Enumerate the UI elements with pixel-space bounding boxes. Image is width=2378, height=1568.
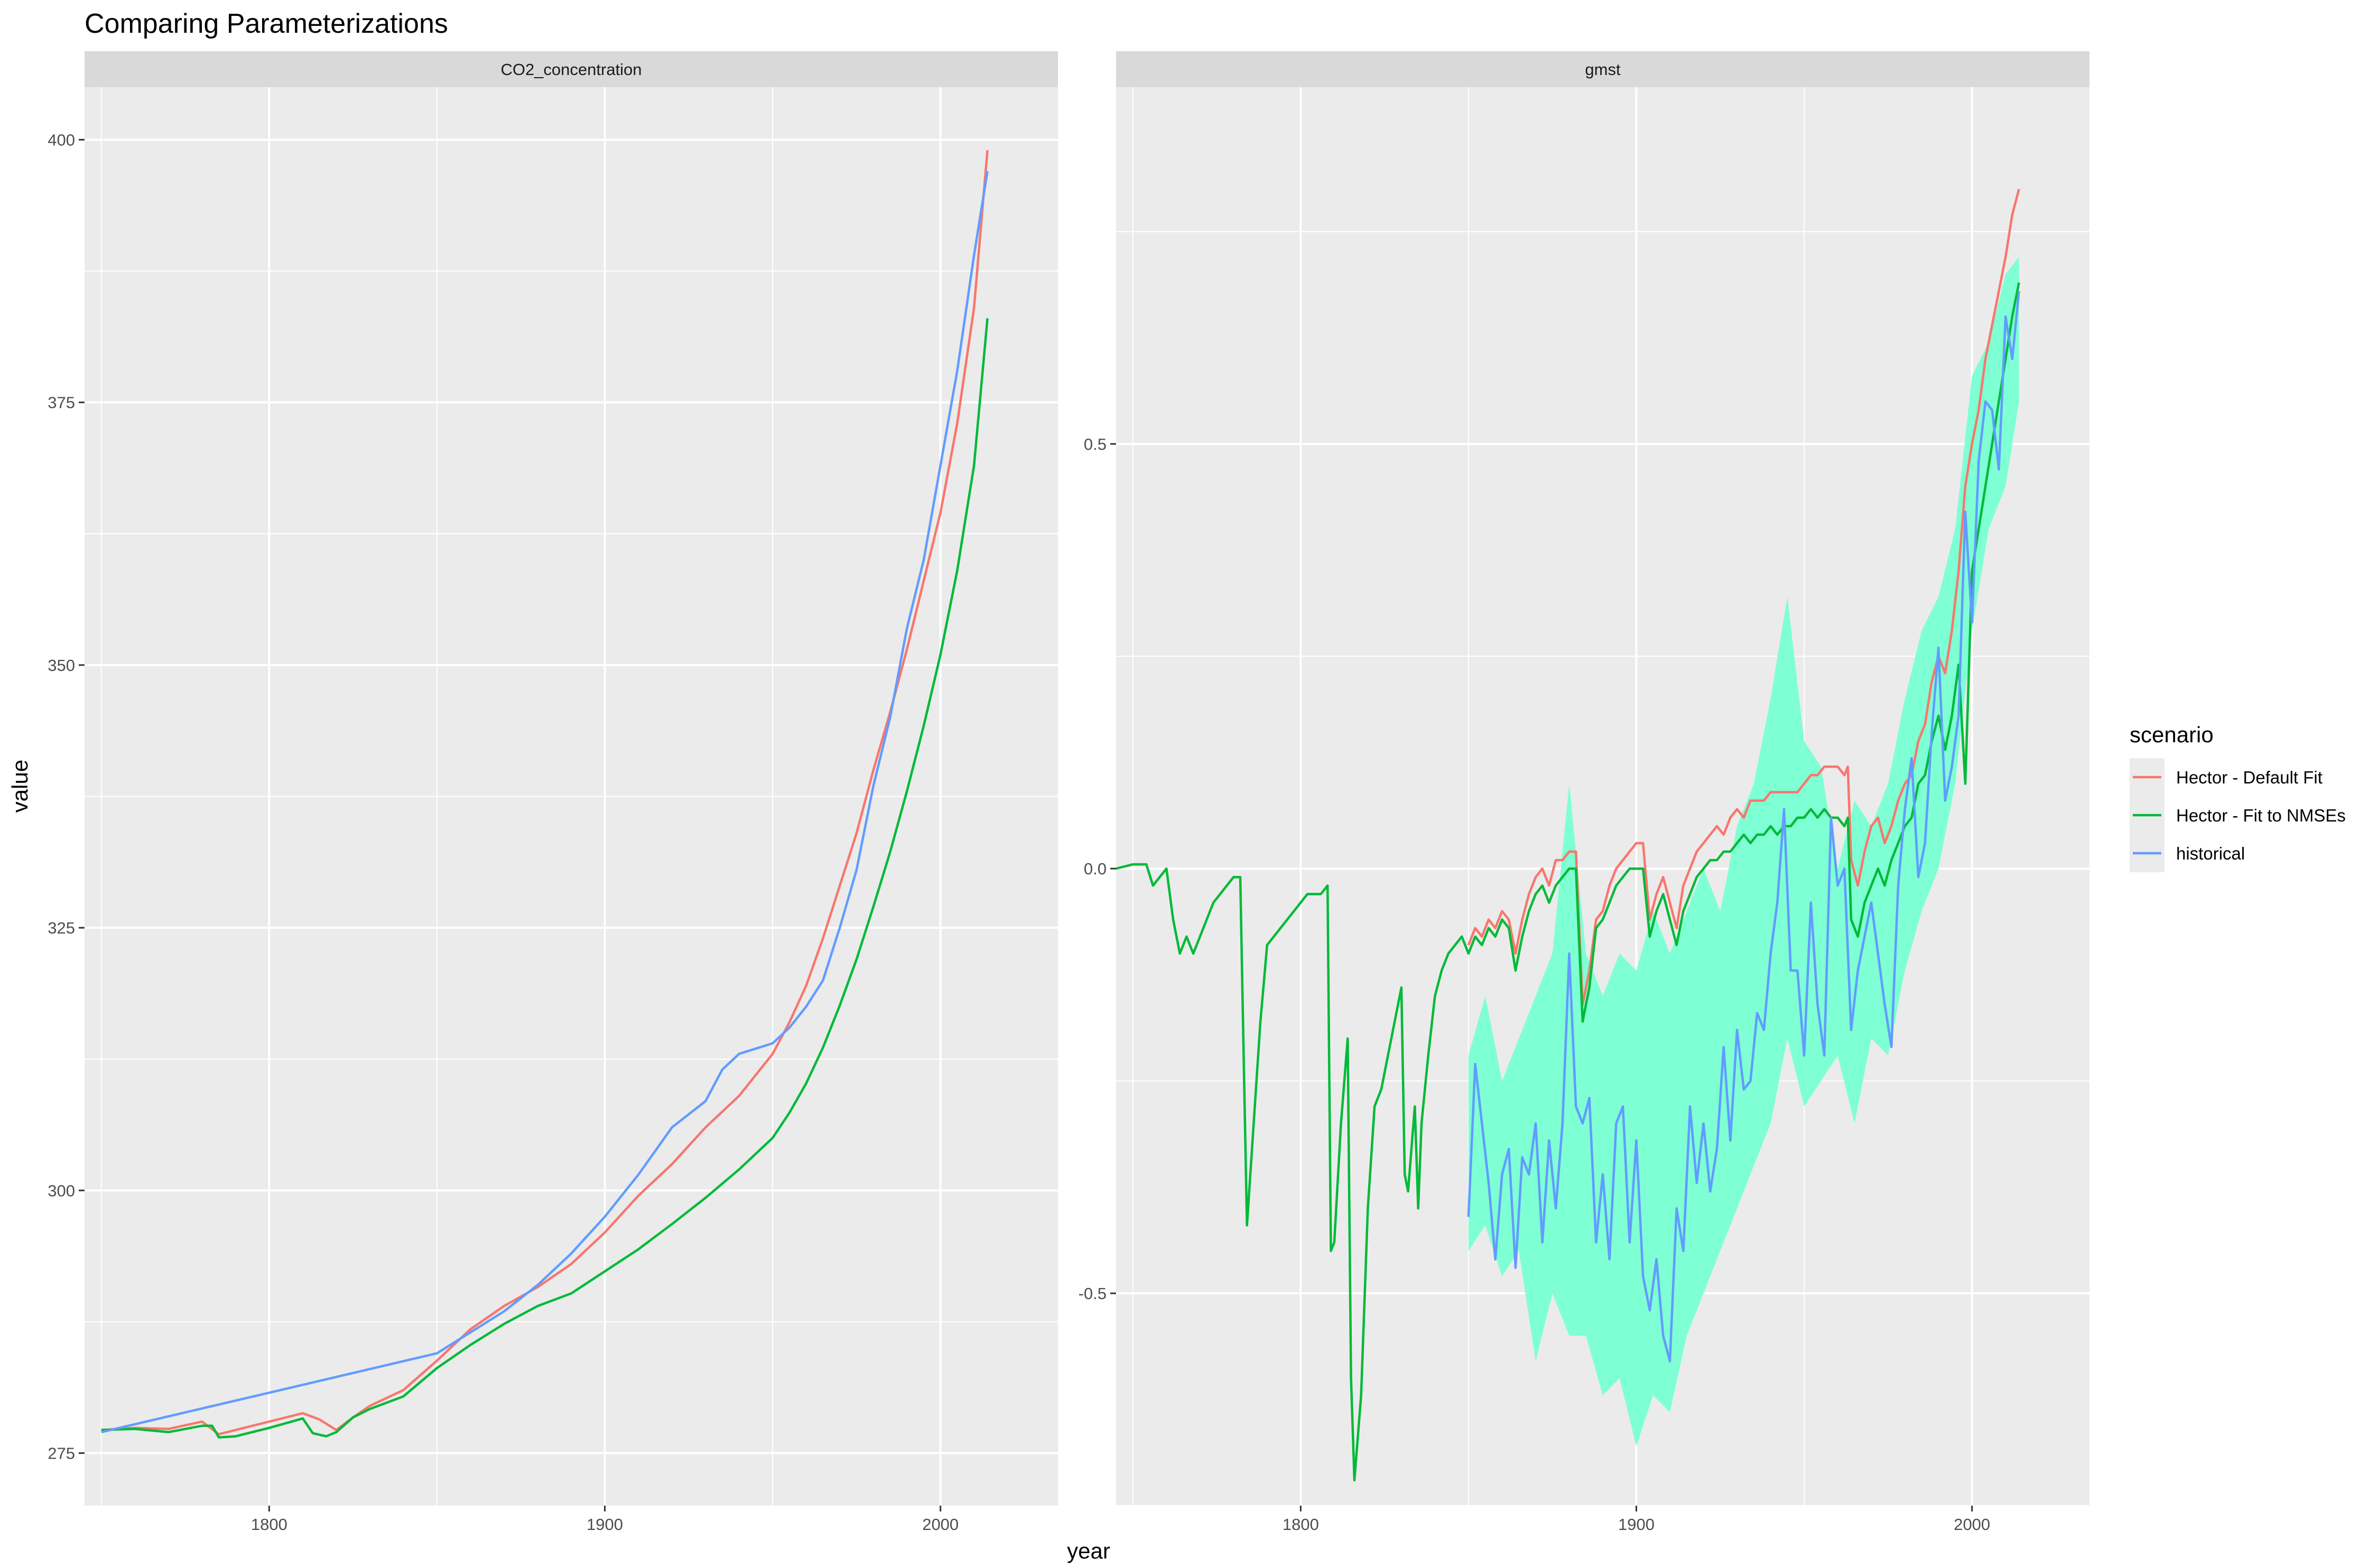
y-tick-label: 375	[48, 394, 75, 412]
series-line-hector-fit-to-nmses	[1116, 282, 2020, 1482]
legend-label-hector-fit-to-nmses: Hector - Fit to NMSEs	[2176, 806, 2346, 825]
facet-strip	[85, 51, 1058, 87]
y-tick-label: 0.0	[1084, 860, 1107, 878]
y-tick-label: 400	[48, 130, 75, 149]
series-line-hector-default-fit	[1467, 189, 2020, 1006]
plot-area	[101, 150, 989, 1439]
panel-gmst: gmst 1800 1900 2000 -0.5 0.0 0.5	[1079, 51, 2089, 1534]
plot-area	[1116, 189, 2020, 1482]
panel-co2-concentration: CO2_concentration 1800 1900 2000 275 300 325 35…	[48, 51, 1058, 1534]
y-axis-title: value	[7, 760, 32, 813]
x-axis-title: year	[1067, 1538, 1110, 1563]
facet-strip-label: gmst	[1585, 60, 1621, 79]
y-tick-label: -0.5	[1079, 1284, 1107, 1303]
y-tick-label: 0.5	[1084, 435, 1107, 453]
series-line-historical	[101, 171, 989, 1433]
x-tick-label: 1900	[587, 1515, 623, 1534]
x-tick-label: 2000	[1954, 1515, 1990, 1534]
legend: scenario Hector - Default Fit Hector - Fi…	[2130, 722, 2346, 872]
y-tick-label: 275	[48, 1444, 75, 1463]
x-tick-label: 1900	[1618, 1515, 1655, 1534]
y-tick-label: 325	[48, 919, 75, 937]
legend-title: scenario	[2130, 722, 2214, 747]
legend-label-historical: historical	[2176, 844, 2245, 863]
series-line-hector-fit-to-nmses	[101, 318, 989, 1439]
y-tick-label: 300	[48, 1181, 75, 1200]
uncertainty-ribbon	[1468, 257, 2019, 1446]
series-line-historical	[1467, 291, 2020, 1362]
facet-strip	[1116, 51, 2089, 87]
x-tick-label: 1800	[1283, 1515, 1319, 1534]
legend-label-hector-default-fit: Hector - Default Fit	[2176, 768, 2323, 787]
y-tick-label: 350	[48, 656, 75, 675]
facet-strip-label: CO2_concentration	[500, 60, 642, 79]
x-tick-label: 1800	[251, 1515, 287, 1534]
plot-title: Comparing Parameterizations	[85, 8, 448, 39]
x-tick-label: 2000	[922, 1515, 959, 1534]
